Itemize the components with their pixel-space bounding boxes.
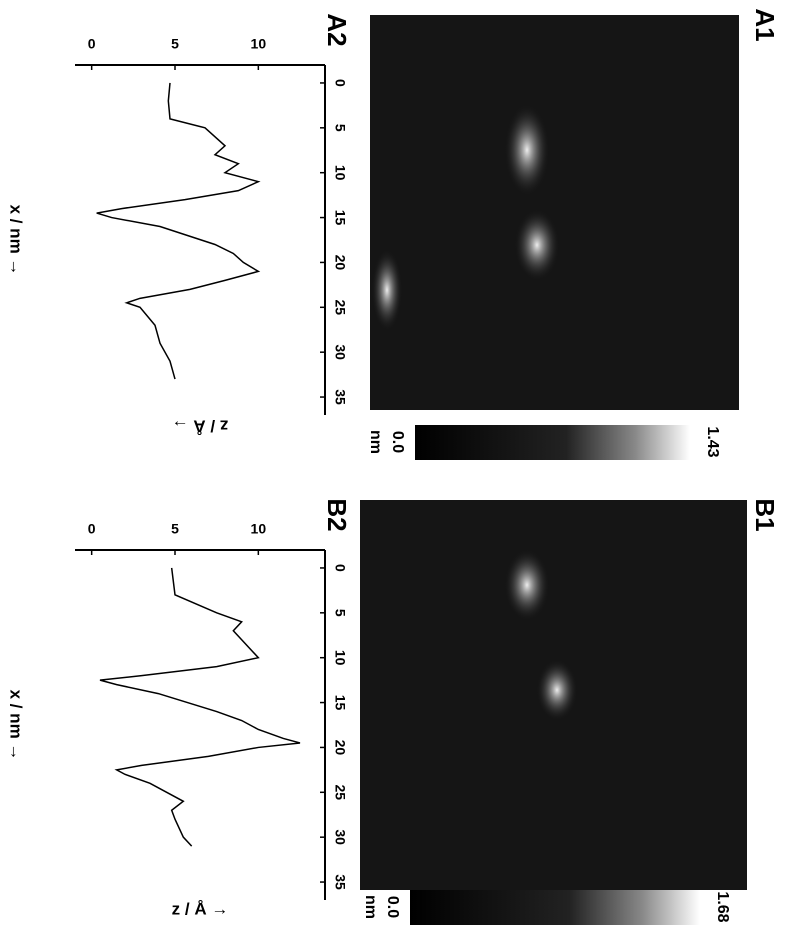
- y-axis-label: z / Å →: [172, 899, 229, 918]
- x-axis-label: x / nm →: [7, 690, 26, 761]
- feature: [505, 105, 549, 195]
- panel-label: A1: [750, 8, 780, 41]
- chart-title: B2: [322, 498, 352, 531]
- x-tick-label: 5: [332, 609, 348, 617]
- feature: [505, 550, 549, 620]
- rotated-figure: A1 1.43 0.0 nm B1 1.68 0.0 nm 0 5 10 15 20 25 30 35 0 5 10…: [7, 8, 780, 925]
- afm-image: [370, 15, 739, 410]
- x-tick-label: 0: [332, 564, 348, 572]
- x-tick-label: 30: [332, 344, 348, 360]
- panel-label: B1: [750, 498, 780, 531]
- feature: [515, 210, 559, 280]
- x-tick-label: 20: [332, 740, 348, 756]
- colorbar-unit: nm: [362, 895, 379, 919]
- profile-line: [99, 567, 301, 847]
- x-tick-label: 25: [332, 300, 348, 316]
- chart-title: A2: [322, 13, 352, 46]
- y-tick-label: 10: [251, 36, 267, 52]
- x-tick-label: 10: [332, 650, 348, 666]
- x-tick-label: 15: [332, 695, 348, 711]
- x-tick-label: 25: [332, 785, 348, 801]
- y-tick-label: 5: [171, 36, 179, 52]
- x-tick-label: 10: [332, 165, 348, 181]
- colorbar-min: 0.0: [389, 431, 406, 453]
- feature: [372, 250, 402, 330]
- colorbar-unit: nm: [367, 430, 384, 454]
- y-tick-label: 0: [88, 521, 96, 537]
- x-tick-label: 5: [332, 124, 348, 132]
- y-tick-label: 0: [88, 36, 96, 52]
- feature: [537, 660, 577, 720]
- y-tick-label: 10: [251, 521, 267, 537]
- colorbar-min: 0.0: [384, 896, 401, 918]
- x-tick-label: 35: [332, 874, 348, 890]
- x-axis-label: x / nm →: [7, 205, 26, 276]
- x-tick-label: 0: [332, 79, 348, 87]
- colorbar-max: 1.68: [714, 891, 731, 922]
- colorbar: [410, 890, 700, 925]
- colorbar: [415, 425, 690, 460]
- y-axis-label: z / Å →: [172, 417, 229, 436]
- x-tick-label: 30: [332, 829, 348, 845]
- x-tick-label: 35: [332, 389, 348, 405]
- colorbar-max: 1.43: [704, 426, 721, 457]
- x-tick-label: 20: [332, 255, 348, 271]
- x-tick-label: 15: [332, 210, 348, 226]
- y-tick-label: 5: [171, 521, 179, 537]
- profile-line: [96, 82, 261, 380]
